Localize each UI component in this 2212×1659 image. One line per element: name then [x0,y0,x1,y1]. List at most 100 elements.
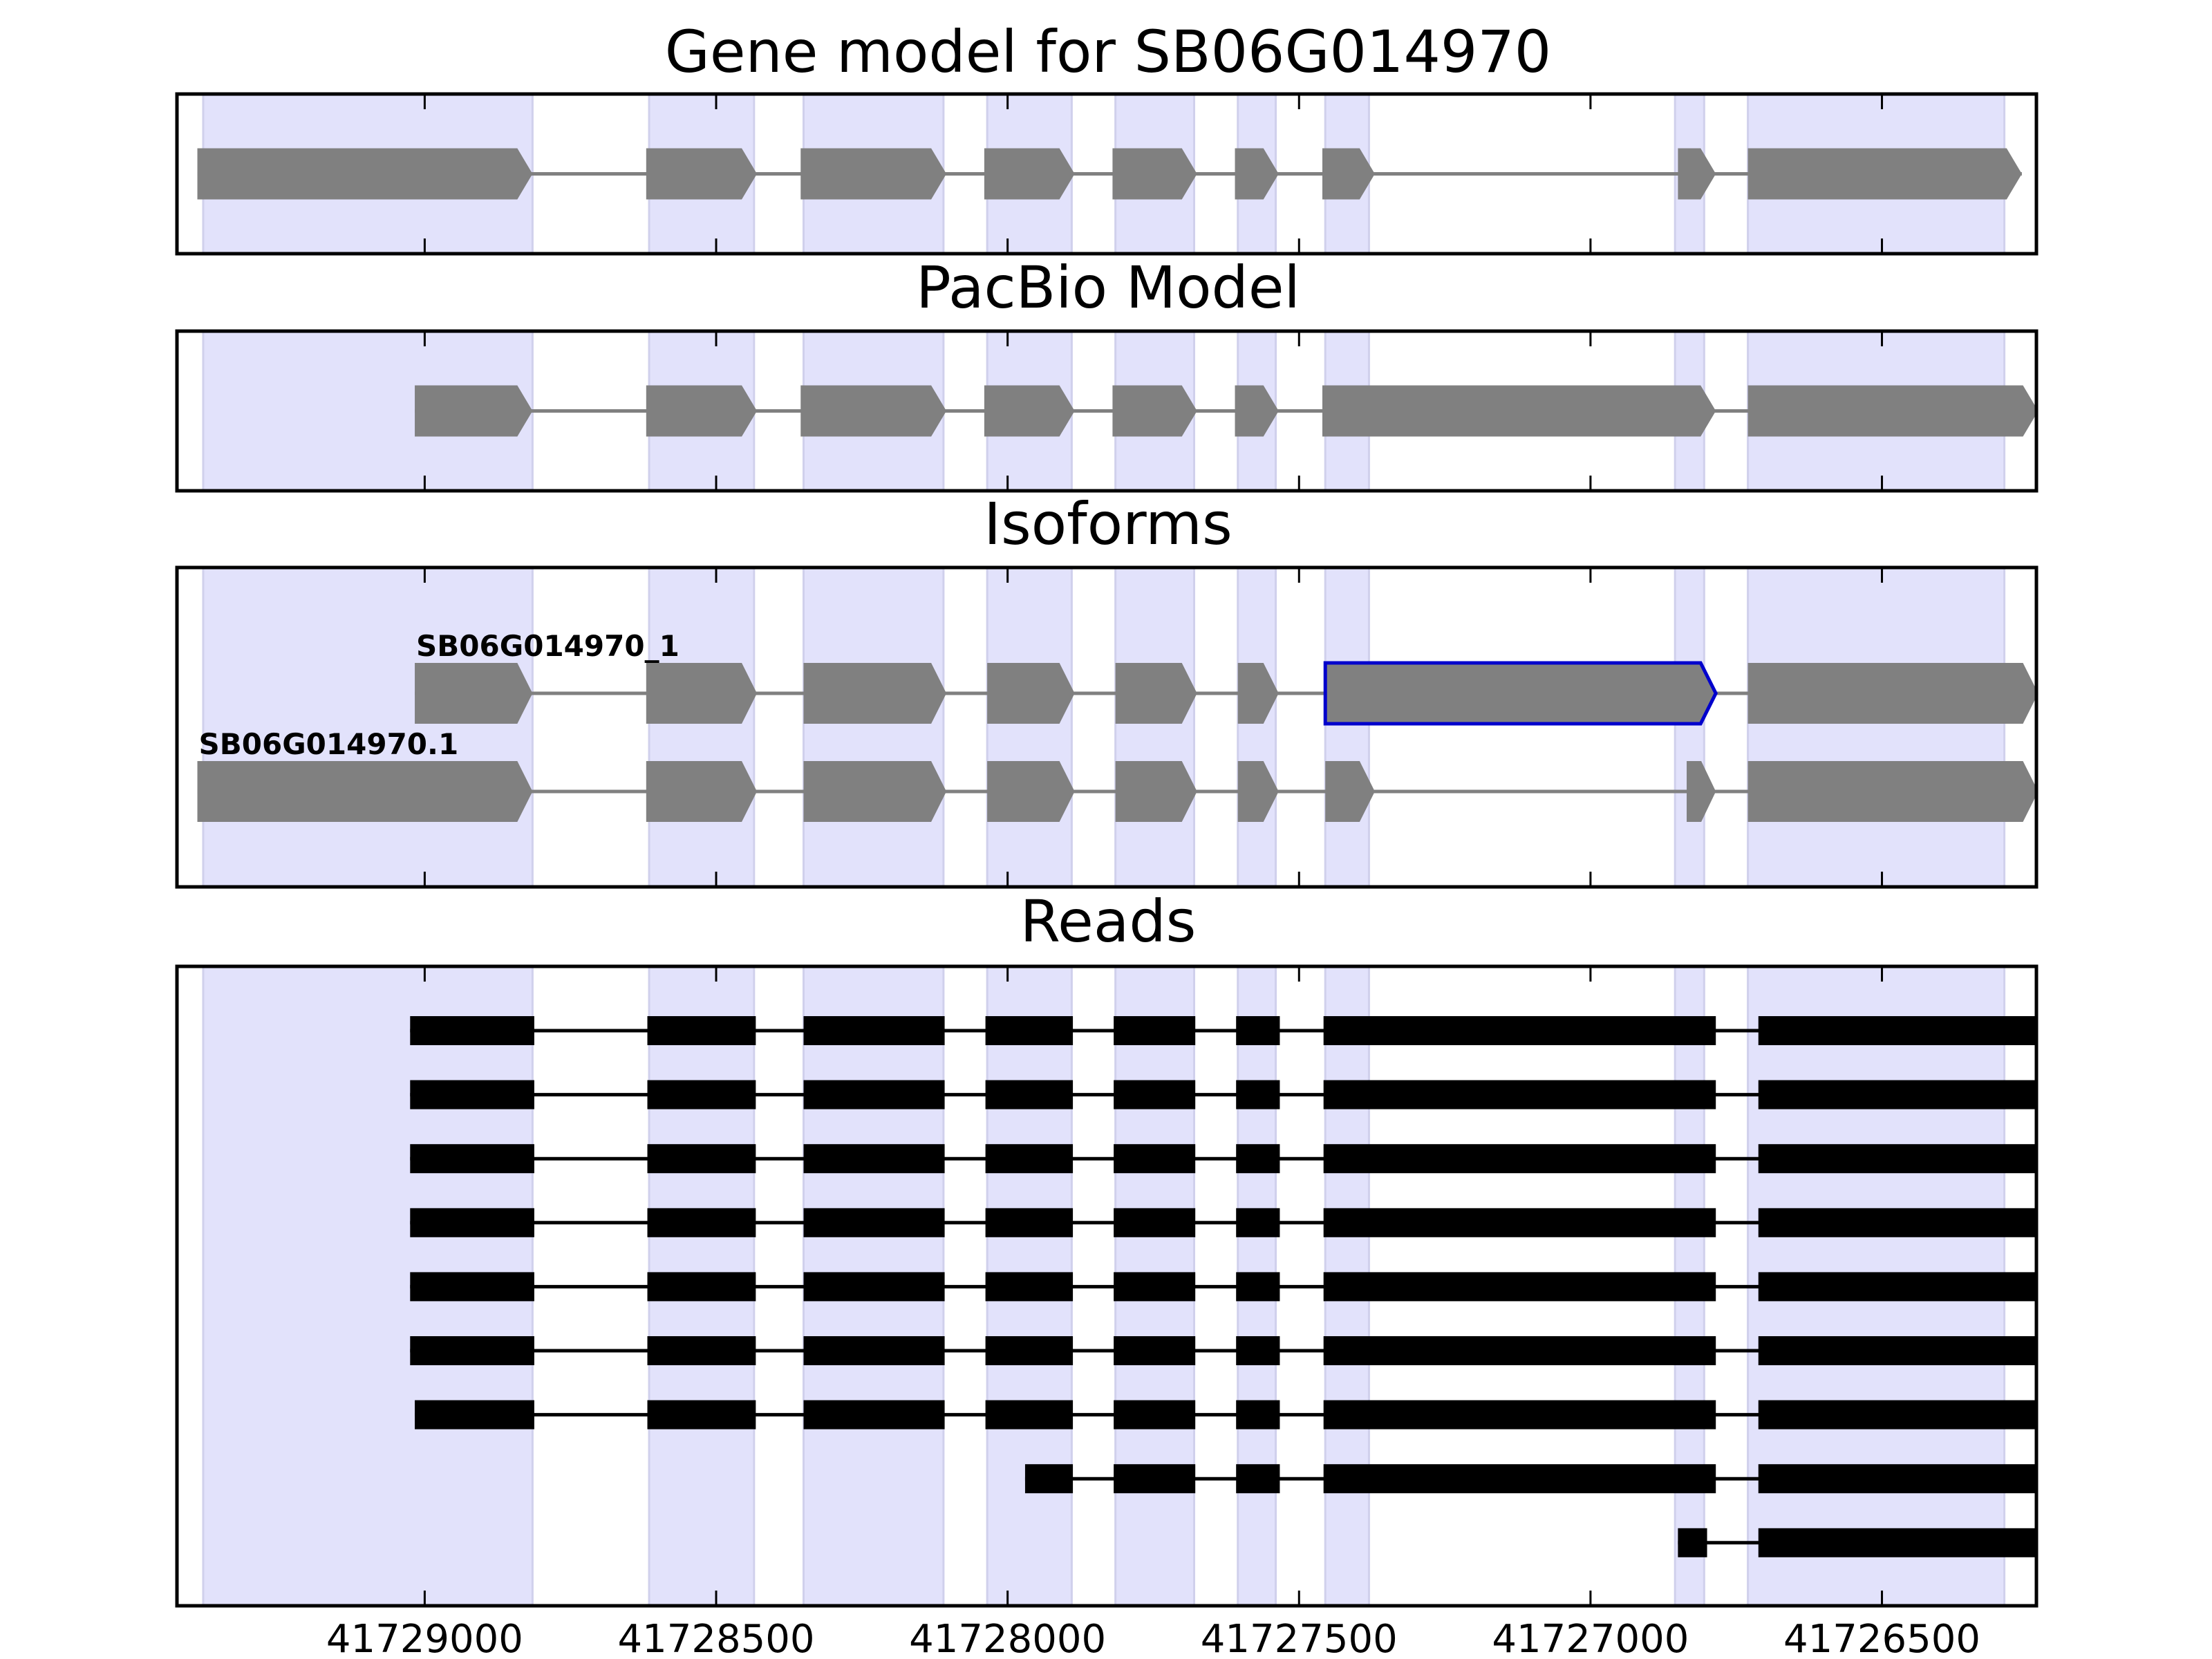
read-block-4-1 [647,1272,756,1302]
read-block-5-3 [985,1336,1074,1365]
read-block-3-4 [1114,1208,1196,1237]
read-block-1-2 [803,1080,945,1109]
read-block-6-2 [803,1400,945,1430]
exon-2-0-3 [987,663,1075,724]
panel-frame-3 [175,964,2038,1608]
exon-2-1-2 [803,761,947,822]
read-block-4-2 [803,1272,945,1302]
read-block-4-7 [1758,1272,2038,1302]
exon-0-0-6 [1322,148,1375,200]
exon-0-0-2 [800,148,947,200]
read-block-6-5 [1236,1400,1280,1430]
pacbio-model-title: PacBio Model [916,254,1300,321]
shaded-region-2-8 [1747,566,2006,888]
exon-1-0-4 [1112,385,1197,437]
read-block-3-0 [410,1208,534,1237]
panel-frame-0 [175,92,2038,256]
selected-exon [1323,661,1718,726]
read-block-5-6 [1323,1336,1716,1365]
read-block-0-6 [1323,1016,1716,1045]
exon-2-0-5 [1237,663,1279,724]
read-block-2-1 [647,1144,756,1174]
read-block-0-3 [985,1016,1074,1045]
read-block-0-5 [1236,1016,1280,1045]
shaded-region-2-3 [986,566,1073,888]
read-block-0-1 [647,1016,756,1045]
exon-2-0-7 [1747,663,2038,724]
read-block-7-2 [1236,1464,1280,1494]
exon-2-1-7 [1687,761,1716,822]
read-block-3-1 [647,1208,756,1237]
read-block-4-6 [1323,1272,1716,1302]
shaded-region-2-4 [1114,566,1195,888]
read-block-1-0 [410,1080,534,1109]
exon-2-0-4 [1115,663,1197,724]
x-tick-label: 41728000 [909,1617,1106,1659]
reads-title: Reads [1020,888,1197,955]
exon-0-0-8 [1747,148,2022,200]
exon-2-0-0 [415,663,533,724]
shaded-region-2-0 [202,566,534,888]
reads-panel: Reads [175,888,2038,1608]
exon-0-0-4 [1112,148,1197,200]
read-block-2-5 [1236,1144,1280,1174]
read-block-4-3 [985,1272,1074,1302]
x-tick-label: 41726500 [1783,1617,1980,1659]
x-tick-label: 41728500 [618,1617,815,1659]
x-tick-label: 41729000 [326,1617,523,1659]
exon-1-0-6 [1322,385,1716,437]
exon-2-1-6 [1325,761,1375,822]
read-block-5-1 [647,1336,756,1365]
exon-1-0-2 [800,385,947,437]
exon-1-0-1 [646,385,758,437]
read-block-3-5 [1236,1208,1280,1237]
isoforms-title: Isoforms [984,490,1232,558]
read-block-4-0 [410,1272,534,1302]
read-block-6-4 [1114,1400,1196,1430]
read-block-1-6 [1323,1080,1716,1109]
read-block-6-0 [415,1400,534,1430]
read-block-7-1 [1114,1464,1196,1494]
read-block-4-4 [1114,1272,1196,1302]
read-block-7-3 [1323,1464,1716,1494]
read-block-5-4 [1114,1336,1196,1365]
exon-0-0-3 [984,148,1075,200]
read-block-3-2 [803,1208,945,1237]
exon-2-1-4 [1115,761,1197,822]
shaded-region-2-1 [648,566,756,888]
read-block-1-7 [1758,1080,2038,1109]
read-block-0-0 [410,1016,534,1045]
shaded-region-2-2 [803,566,945,888]
read-block-5-7 [1758,1336,2038,1365]
exon-2-1-8 [1747,761,2038,822]
read-block-7-0 [1024,1464,1074,1494]
read-block-7-4 [1758,1464,2038,1494]
isoforms-panel: SB06G014970_1 SB06G014970.1 Isoforms [175,490,2038,889]
exon-1-0-5 [1235,385,1279,437]
read-block-2-3 [985,1144,1074,1174]
pacbio-model-panel: PacBio Model [175,254,2038,493]
read-block-8-0 [1678,1528,1707,1557]
exon-0-0-0 [197,148,533,200]
read-block-4-5 [1236,1272,1280,1302]
read-block-0-7 [1758,1016,2038,1045]
read-block-6-3 [985,1400,1074,1430]
read-block-1-1 [647,1080,756,1109]
x-tick-label: 41727500 [1201,1617,1398,1659]
x-tick-label: 41727000 [1492,1617,1689,1659]
exon-1-0-0 [415,385,533,437]
read-block-5-5 [1236,1336,1280,1365]
read-block-6-6 [1323,1400,1716,1430]
exon-0-0-5 [1235,148,1279,200]
read-block-3-3 [985,1208,1074,1237]
read-block-2-4 [1114,1144,1196,1174]
exon-1-0-7 [1747,385,2038,437]
read-block-1-4 [1114,1080,1196,1109]
isoform-label: SB06G014970_1 [416,629,679,663]
exon-0-0-7 [1678,148,1716,200]
read-block-3-7 [1758,1208,2038,1237]
gene-model-panel: Gene model for SB06G014970 [175,18,2038,256]
read-block-2-2 [803,1144,945,1174]
read-block-0-2 [803,1016,945,1045]
